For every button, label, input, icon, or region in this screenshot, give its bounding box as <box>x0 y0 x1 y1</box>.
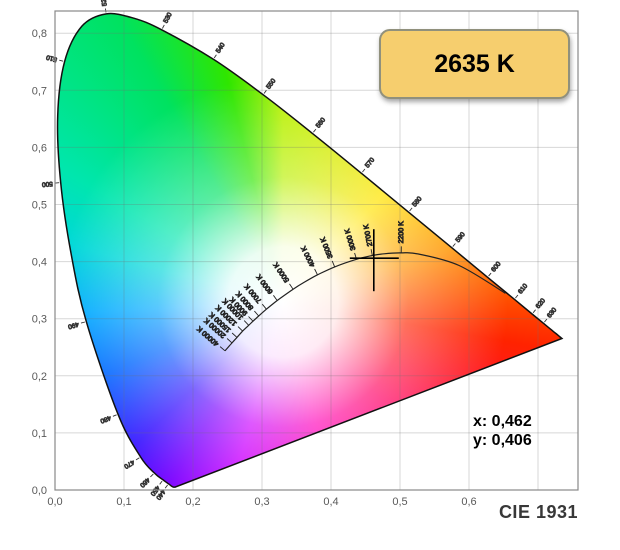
svg-text:480: 480 <box>99 414 112 425</box>
y-tick-label: 0,1 <box>32 428 47 440</box>
planckian-locus <box>224 252 506 352</box>
x-tick-label: 0,2 <box>185 496 200 508</box>
axis-tick-labels: 0,0 0,1 0,2 0,3 0,4 0,5 0,6 0,0 0,1 0,2 0,3 0,4 0,5 0… <box>32 28 477 508</box>
cct-badge-label: 2635 K <box>434 49 515 78</box>
coordinate-readout: x: 0,462 y: 0,406 <box>473 412 532 450</box>
svg-text:500: 500 <box>41 180 53 188</box>
y-tick-label: 0,6 <box>32 142 47 154</box>
crosshair-marker <box>349 229 399 292</box>
y-tick-label: 0,3 <box>32 314 47 326</box>
x-tick-label: 0,5 <box>392 496 407 508</box>
x-tick-label: 0,6 <box>461 496 476 508</box>
x-tick-label: 0,0 <box>47 496 62 508</box>
spectral-locus <box>56 12 564 488</box>
y-tick-label: 0,4 <box>32 257 47 269</box>
diagram-title: CIE 1931 <box>498 502 578 522</box>
x-tick-label: 0,4 <box>323 496 338 508</box>
y-tick-label: 0,0 <box>32 485 47 497</box>
y-tick-label: 0,2 <box>32 371 47 383</box>
plot-frame <box>54 10 579 491</box>
x-tick-label: 0,3 <box>254 496 269 508</box>
readout-y-value: y: 0,406 <box>473 432 532 449</box>
x-tick-label: 0,1 <box>116 496 131 508</box>
y-tick-label: 0,5 <box>32 200 47 212</box>
readout-x-value: x: 0,462 <box>473 413 532 430</box>
svg-text:520: 520 <box>100 0 109 7</box>
y-tick-label: 0,7 <box>32 85 47 97</box>
svg-text:490: 490 <box>67 320 80 330</box>
cct-badge: 2635 K <box>379 29 570 99</box>
svg-text:2200 K: 2200 K <box>398 221 405 244</box>
y-tick-label: 0,8 <box>32 28 47 40</box>
svg-text:510: 510 <box>45 53 58 63</box>
